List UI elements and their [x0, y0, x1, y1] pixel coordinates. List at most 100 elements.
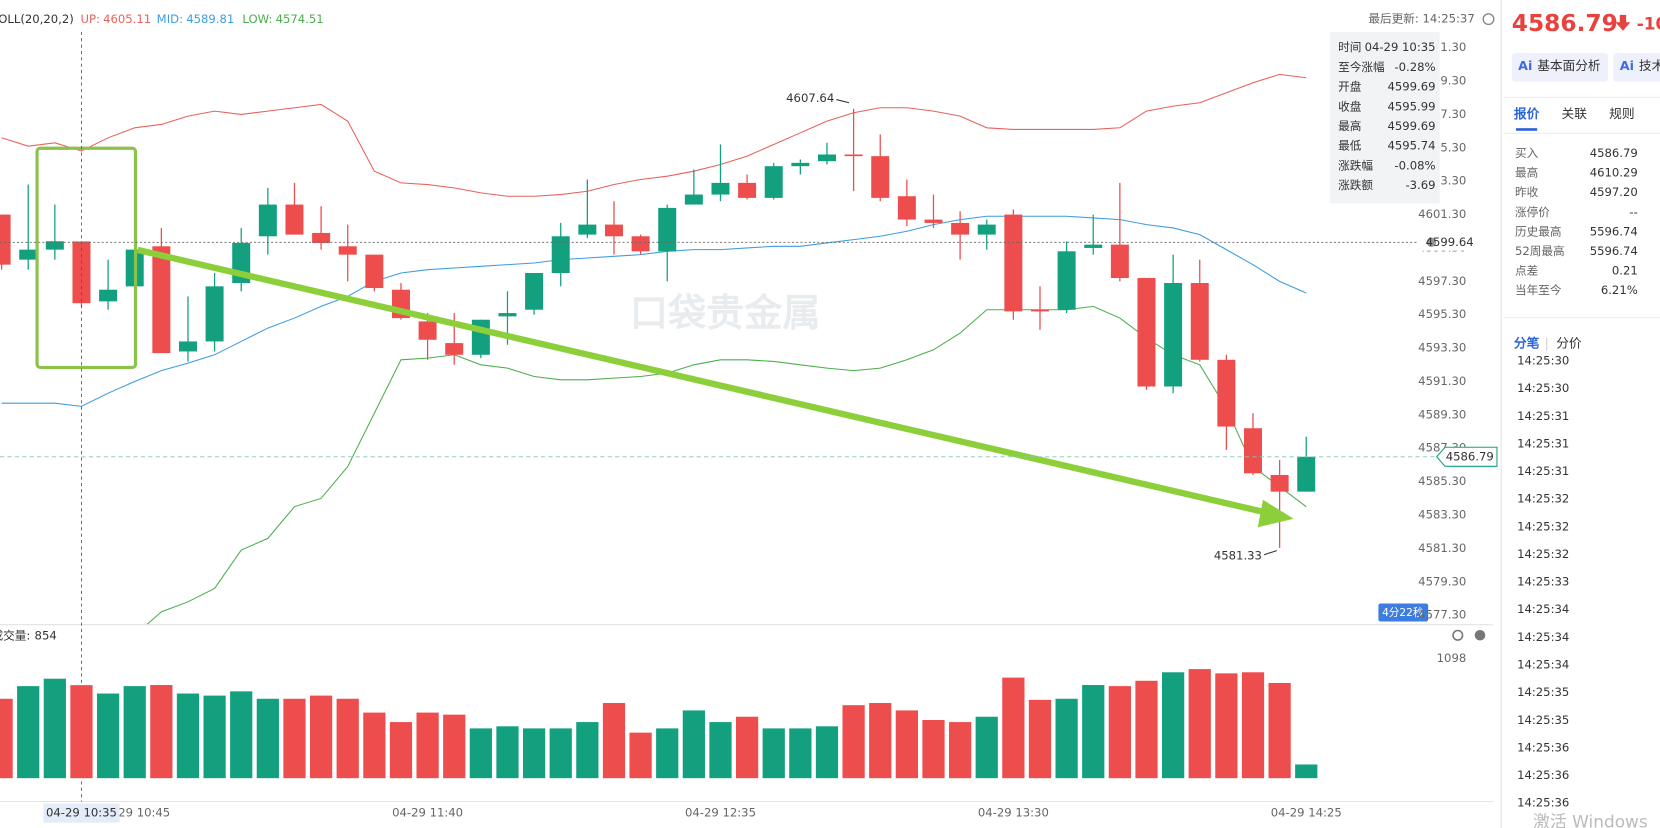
legend-mid: MID: — [157, 12, 183, 26]
volume-bar — [1082, 685, 1105, 779]
candle-body — [844, 154, 863, 157]
y-tick-label: 4585.30 — [1418, 474, 1466, 488]
volume-bar — [389, 722, 413, 779]
high-marker-line — [836, 99, 850, 104]
candle-body — [1030, 309, 1049, 312]
button[interactable] — [1613, 52, 1660, 82]
y-tick-label: 4593.30 — [1418, 341, 1466, 355]
info-label: 时间 — [1338, 40, 1361, 54]
candle-body — [525, 273, 544, 310]
candle-body — [924, 219, 943, 223]
volume-bar — [948, 722, 972, 779]
candle-body — [1084, 244, 1103, 248]
candle-body — [711, 182, 730, 195]
trade-time: 14:25:30 — [1517, 354, 1569, 368]
volume-bar — [522, 728, 546, 779]
x-tick-label: 04-29 13:30 — [978, 806, 1049, 820]
trade-time: 14:25:34 — [1517, 658, 1569, 672]
button-label: 技术 — [1639, 58, 1660, 73]
candle-body — [258, 204, 277, 237]
price-change: -10 — [1637, 13, 1660, 33]
info-box — [1329, 31, 1440, 204]
volume-bar — [1162, 672, 1185, 779]
y-tick-label: 4589.30 — [1418, 407, 1466, 421]
button[interactable] — [1511, 52, 1609, 82]
trend-arrowhead — [1257, 499, 1294, 528]
candle-body — [631, 236, 650, 252]
info-label: 至今涨幅 — [1338, 60, 1385, 74]
quote-label: 52周最高 — [1515, 244, 1565, 258]
volume-bar — [735, 716, 759, 779]
volume-bar — [629, 732, 652, 779]
candle-body — [152, 246, 171, 354]
candle-body — [604, 224, 623, 237]
volume-bar — [0, 698, 13, 779]
volume-bar — [709, 722, 732, 779]
candle-body — [1137, 278, 1156, 387]
info-label: 涨跌幅 — [1338, 158, 1373, 172]
volume-bar — [1268, 682, 1291, 779]
volume-tick-label: 1098 — [1437, 651, 1467, 665]
ai-badge: Ai — [1518, 58, 1532, 73]
legend-up-value: 4605.11 — [103, 12, 151, 26]
candle-body — [551, 236, 570, 274]
last-price-tag — [1435, 446, 1498, 467]
volume-bar — [443, 714, 466, 779]
last-price-label: 4586.79 — [1446, 449, 1494, 463]
volume-bar — [469, 728, 492, 779]
tab[interactable]: 规则 — [1609, 106, 1634, 121]
tab[interactable]: 报价 — [1514, 106, 1540, 121]
trade-time: 14:25:31 — [1517, 409, 1569, 423]
y-tick-label: 4597.30 — [1418, 274, 1466, 288]
trade-time: 14:25:35 — [1517, 685, 1569, 699]
bell-icon — [1426, 237, 1437, 248]
trade-time: 14:25:36 — [1517, 768, 1569, 782]
info-value: 4595.99 — [1387, 99, 1435, 113]
boll-line — [1, 73, 1307, 197]
x-tick-label: 04-29 11:40 — [392, 806, 463, 820]
trend-arrow — [136, 246, 1272, 517]
candle-body — [285, 204, 304, 235]
quote-value: 0.21 — [1612, 264, 1638, 278]
legend-low-value: 4574.51 — [276, 12, 324, 26]
candle-body — [338, 246, 357, 255]
info-label: 涨跌额 — [1338, 178, 1373, 192]
tab[interactable]: 关联 — [1562, 106, 1588, 121]
volume-legend: 成交量: 854 — [0, 628, 57, 642]
volume-bar — [43, 678, 66, 779]
plot — [0, 73, 1316, 625]
trade-time: 14:25:33 — [1517, 575, 1569, 589]
candle-body — [791, 162, 810, 167]
info-label: 最低 — [1338, 139, 1362, 153]
crosshair-label-box — [43, 803, 120, 823]
volume-bar — [1108, 686, 1131, 779]
settings-icon[interactable] — [1452, 629, 1464, 641]
volume-bar — [602, 703, 626, 779]
refresh-icon[interactable] — [1482, 13, 1495, 26]
boll-line — [1, 215, 1307, 407]
crosshair-label: 04-29 10:35 — [46, 806, 117, 820]
sub-tab[interactable]: 分笔 — [1514, 336, 1540, 351]
last-update: 最后更新: 14:25:37 — [1368, 12, 1474, 26]
info-value: -0.28% — [1394, 60, 1435, 74]
volume-bar — [256, 698, 279, 779]
volume-bar — [1055, 698, 1078, 779]
indicator-legend: BOLL(20,20,2) UP: 4605.11 MID:4589.81 LOW… — [0, 12, 324, 26]
close-icon[interactable] — [1474, 629, 1486, 641]
trade-time: 14:25:32 — [1517, 547, 1569, 561]
volume-bar — [176, 693, 200, 779]
candle-body — [1270, 474, 1289, 492]
quote-value: 4597.20 — [1590, 185, 1638, 199]
trade-time: 14:25:31 — [1517, 436, 1569, 450]
volume-label: 成交量: — [0, 628, 30, 642]
candle-body — [871, 156, 890, 198]
indicator-name: BOLL(20,20,2) — [0, 12, 74, 26]
candle-body — [897, 196, 916, 220]
volume-bar — [922, 720, 945, 779]
high-marker: 4607.64 — [786, 91, 834, 105]
info-value: 04-29 10:35 — [1365, 40, 1436, 54]
sub-tab[interactable]: 分价 — [1556, 336, 1582, 351]
quote-label: 当年至今 — [1515, 283, 1562, 297]
y-tick-label: 4581.30 — [1418, 541, 1466, 555]
info-value: 4595.74 — [1387, 139, 1435, 153]
